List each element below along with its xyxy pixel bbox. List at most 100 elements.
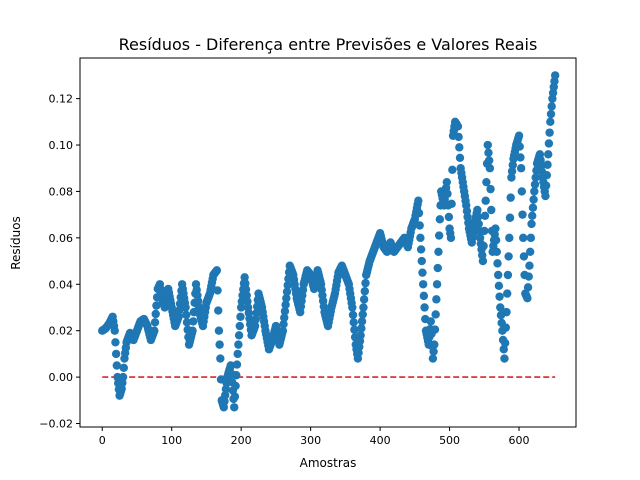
residual-point bbox=[519, 233, 528, 243]
residual-point bbox=[426, 317, 436, 326]
residual-point bbox=[473, 212, 483, 222]
residual-point bbox=[525, 247, 535, 256]
residual-point bbox=[235, 321, 244, 331]
residual-point bbox=[282, 287, 292, 296]
residual-point bbox=[415, 221, 424, 230]
residual-point bbox=[455, 153, 465, 162]
residual-point bbox=[478, 256, 488, 266]
residual-point bbox=[491, 235, 501, 245]
residual-point bbox=[419, 291, 429, 301]
residual-point bbox=[111, 338, 120, 347]
residual-point bbox=[494, 281, 504, 291]
residual-point bbox=[541, 181, 551, 190]
residual-point bbox=[493, 259, 502, 268]
residual-point bbox=[282, 293, 291, 303]
residual-point bbox=[507, 173, 516, 182]
residual-point bbox=[110, 326, 119, 335]
residual-point bbox=[174, 312, 183, 321]
residual-point bbox=[483, 140, 492, 150]
residual-point bbox=[418, 268, 427, 277]
residual-point bbox=[519, 252, 529, 261]
residual-point bbox=[280, 306, 290, 316]
x-tick-label: 0 bbox=[99, 434, 106, 447]
residual-point bbox=[356, 331, 365, 340]
residual-point bbox=[432, 295, 441, 304]
x-tick-label: 300 bbox=[300, 434, 321, 447]
residual-point bbox=[480, 211, 490, 221]
residual-point bbox=[473, 205, 482, 215]
residual-point bbox=[514, 131, 524, 140]
residual-point bbox=[546, 109, 556, 119]
y-axis-ticks: −0.02 0.00 0.02 0.04 0.06 0.08 0.10 0.12 bbox=[39, 93, 80, 431]
residual-point bbox=[484, 148, 493, 157]
residual-point bbox=[215, 340, 224, 349]
y-tick-label: 0.08 bbox=[49, 185, 74, 198]
residual-point bbox=[434, 231, 444, 240]
residual-point bbox=[348, 303, 357, 312]
residual-point bbox=[544, 139, 554, 148]
residual-point bbox=[414, 196, 423, 205]
residual-point bbox=[429, 347, 438, 356]
residual-point bbox=[216, 354, 225, 363]
residual-point bbox=[526, 233, 536, 243]
residual-point bbox=[181, 303, 190, 312]
residual-point bbox=[455, 143, 464, 152]
residual-point bbox=[230, 403, 239, 412]
residual-point bbox=[528, 203, 538, 212]
residual-point bbox=[360, 287, 370, 296]
residual-point bbox=[112, 361, 122, 370]
residual-point bbox=[150, 318, 160, 327]
residual-point bbox=[530, 180, 540, 189]
residual-point bbox=[252, 308, 261, 318]
residual-point bbox=[234, 340, 243, 349]
residual-point bbox=[442, 177, 451, 187]
residual-point bbox=[503, 289, 512, 298]
residual-point bbox=[414, 208, 424, 218]
residual-point bbox=[431, 310, 440, 319]
residual-point bbox=[182, 310, 191, 320]
x-tick-label: 600 bbox=[509, 434, 530, 447]
residual-point bbox=[279, 319, 288, 329]
residual-point bbox=[484, 156, 494, 165]
residual-point bbox=[502, 307, 511, 317]
chart-title: Resíduos - Diferença entre Previsões e V… bbox=[119, 35, 538, 54]
residual-point bbox=[505, 213, 515, 222]
residual-point bbox=[544, 150, 553, 159]
residual-point bbox=[189, 317, 198, 326]
residual-point bbox=[357, 317, 367, 326]
residual-point bbox=[348, 310, 358, 320]
residual-point bbox=[505, 233, 514, 243]
residual-point bbox=[416, 233, 425, 243]
y-tick-label: 0.04 bbox=[49, 278, 74, 291]
residual-point bbox=[529, 195, 538, 204]
residual-point bbox=[491, 224, 500, 233]
residual-point bbox=[506, 193, 515, 202]
residual-point bbox=[236, 312, 245, 321]
residual-point bbox=[232, 360, 242, 369]
residual-point bbox=[283, 281, 292, 290]
residual-point bbox=[541, 191, 550, 201]
residual-point bbox=[528, 211, 537, 221]
residual-point bbox=[487, 205, 496, 215]
residual-point bbox=[501, 323, 511, 332]
residual-point bbox=[480, 226, 489, 236]
residual-point bbox=[545, 128, 554, 137]
residual-point bbox=[418, 280, 428, 289]
residual-point bbox=[152, 301, 161, 310]
residual-point bbox=[454, 132, 463, 142]
residual-point bbox=[500, 354, 509, 363]
residual-point bbox=[428, 354, 438, 363]
residual-point bbox=[493, 270, 503, 280]
residual-point bbox=[496, 303, 505, 312]
residual-point bbox=[527, 219, 536, 229]
y-tick-label: 0.00 bbox=[49, 371, 74, 384]
residual-point bbox=[278, 326, 288, 335]
residual-point bbox=[492, 247, 502, 256]
y-tick-label: −0.02 bbox=[39, 418, 73, 431]
residual-point bbox=[151, 309, 160, 319]
residual-point bbox=[479, 241, 488, 251]
residual-point bbox=[474, 219, 483, 229]
residual-point bbox=[516, 164, 526, 173]
residual-point bbox=[416, 245, 426, 254]
